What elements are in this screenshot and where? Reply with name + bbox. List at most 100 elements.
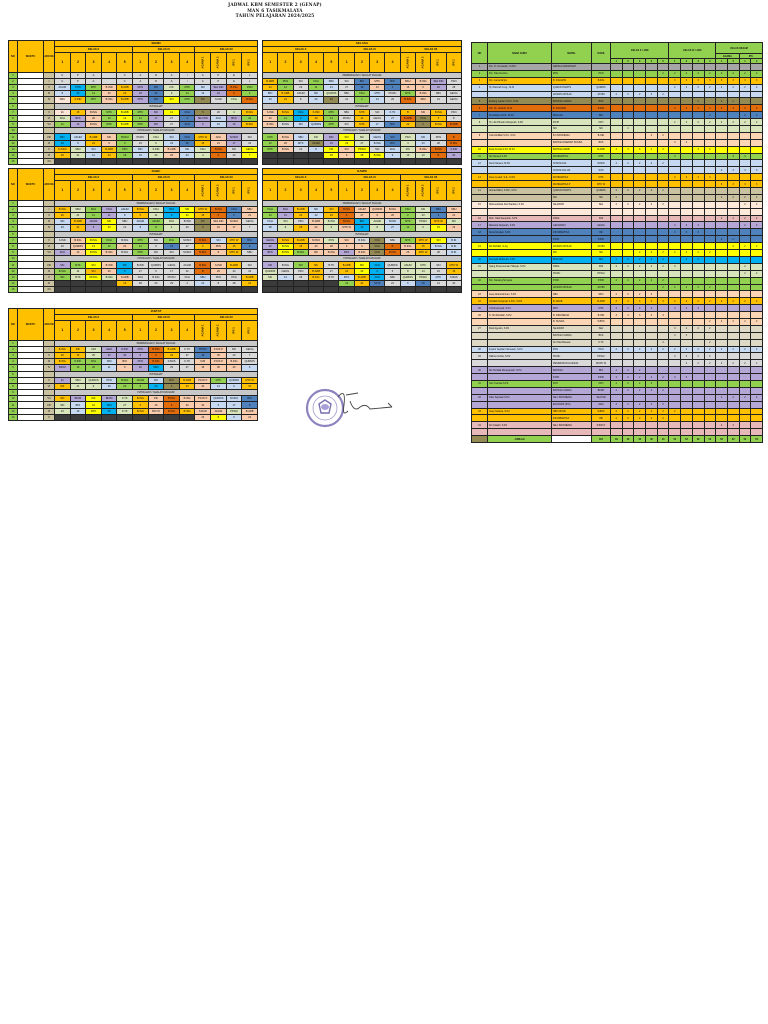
- total-hours-cell: 40: [621, 435, 635, 443]
- subject-code: GEOG: [591, 221, 611, 230]
- hours-cell: 3: [656, 311, 670, 319]
- hours-cell: 2: [656, 200, 670, 209]
- teacher-subject: BAHASA SUNDA: [551, 331, 592, 340]
- hours-cell: [691, 166, 705, 175]
- subject-code: B.IND: [591, 131, 611, 140]
- teacher-name: [487, 207, 552, 216]
- hours-cell: 2: [703, 338, 717, 347]
- teacher-number: 2: [471, 69, 488, 78]
- hours-cell: [691, 269, 705, 278]
- class-x-5-header: 5: [116, 179, 134, 201]
- teacher-name: Drs. Nanang Suryana: [487, 276, 552, 285]
- hours-cell: [691, 386, 705, 395]
- hours-cell: [691, 242, 705, 251]
- hours-cell: [703, 228, 717, 237]
- xii-sub-header: 2: [726, 58, 740, 64]
- xii-sub-header: 2: [750, 58, 763, 64]
- hours-cell: 2: [610, 187, 623, 195]
- hours-cell: 2: [621, 304, 635, 313]
- class-x-2-header: 2: [69, 179, 87, 201]
- hours-cell: [610, 228, 623, 237]
- hours-cell: 3: [668, 104, 682, 113]
- subject-code: BKS: [591, 138, 611, 147]
- hours-cell: 2: [621, 379, 635, 388]
- schedule-cell: [292, 286, 309, 294]
- hours-cell: [750, 324, 763, 333]
- teacher-number: 33: [471, 407, 488, 416]
- teacher-name: Cholilah Nurjanah S.Pd.I, M.Pd: [487, 297, 552, 306]
- hours-cell: [656, 235, 670, 244]
- subject-code: PJOK P: [591, 421, 611, 430]
- total-hours-cell: 52: [738, 435, 752, 443]
- hours-cell: 2: [738, 262, 752, 271]
- hours-cell: [633, 242, 647, 251]
- schedule-cell: [225, 158, 243, 166]
- hours-cell: [738, 235, 752, 244]
- teacher-subject: BAHASA DAERAH SUNDA: [551, 138, 592, 147]
- hours-cell: 2: [750, 69, 763, 78]
- hours-cell: [750, 373, 763, 381]
- hours-cell: [726, 125, 740, 133]
- hours-cell: [726, 400, 740, 409]
- hours-cell: 2: [633, 276, 647, 285]
- hours-cell: [726, 207, 740, 216]
- hours-cell: [668, 111, 682, 120]
- hours-cell: [691, 152, 705, 161]
- teacher-subject: SOSIOLOGI: [551, 159, 592, 168]
- hours-cell: 2: [750, 200, 763, 209]
- hours-cell: 2: [680, 83, 693, 92]
- hours-cell: [645, 118, 658, 127]
- teacher-name: [487, 125, 552, 133]
- hours-cell: [668, 193, 682, 202]
- teacher-row: 6 Drs. Hj. Jamilah, M.Si B. INGGRIS B.ING 3 3…: [471, 104, 763, 113]
- hours-cell: [656, 304, 670, 313]
- hours-cell: [715, 200, 728, 209]
- hours-cell: [715, 207, 728, 216]
- schedule-cell: [147, 158, 165, 166]
- hours-cell: [738, 249, 752, 257]
- hours-cell: [656, 366, 670, 375]
- hours-cell: [668, 366, 682, 375]
- hours-cell: 2: [680, 352, 693, 361]
- hours-cell: [656, 317, 670, 326]
- hours-cell: [750, 235, 763, 244]
- hours-cell: 2: [610, 304, 623, 313]
- hours-cell: 2: [680, 345, 693, 354]
- class-x-3-header: 3: [85, 319, 102, 341]
- hours-cell: [633, 393, 647, 402]
- hours-cell: [621, 235, 635, 244]
- teacher-subject: FKH: [551, 379, 592, 388]
- hours-cell: 2: [726, 97, 740, 106]
- teacher-number: 29: [471, 352, 488, 361]
- schedule-row: B.ARB PKN SKI FKH SBU SKI BIO MTK BIO BKH B.ING SEJ…: [261, 77, 463, 85]
- teacher-subject: SKI: [551, 125, 592, 133]
- hours-cell: [738, 255, 752, 264]
- hours-cell: 2: [633, 262, 647, 271]
- hours-cell: [715, 311, 728, 319]
- hours-cell: 3: [750, 166, 763, 175]
- hours-cell: 2: [656, 159, 670, 168]
- hours-cell: [726, 187, 740, 195]
- subject-code: MTK: [591, 304, 611, 313]
- mapel-header: MAPEL: [551, 42, 592, 64]
- schedule-cell: [430, 158, 447, 166]
- hours-cell: [750, 262, 763, 271]
- hours-cell: [656, 269, 670, 278]
- time-cell: [17, 413, 44, 422]
- hours-cell: 2: [645, 262, 658, 271]
- schedule-cell: [116, 413, 134, 422]
- hours-cell: [691, 200, 705, 209]
- hours-cell: [703, 180, 717, 189]
- hours-cell: 2: [610, 193, 623, 202]
- hours-cell: [645, 421, 658, 430]
- class-x-4-header: 4: [307, 179, 325, 201]
- hours-cell: [726, 249, 740, 257]
- hours-cell: 3: [738, 166, 752, 175]
- hours-cell: [750, 311, 763, 319]
- hours-cell: [621, 69, 635, 78]
- hours-cell: 3: [691, 145, 705, 154]
- teacher-subject: AKIDAH AKHLAK: [551, 283, 592, 292]
- class-xii-3-header: IPS 1: [225, 319, 243, 341]
- class-xii-2-header: AGAMA 2: [210, 319, 227, 341]
